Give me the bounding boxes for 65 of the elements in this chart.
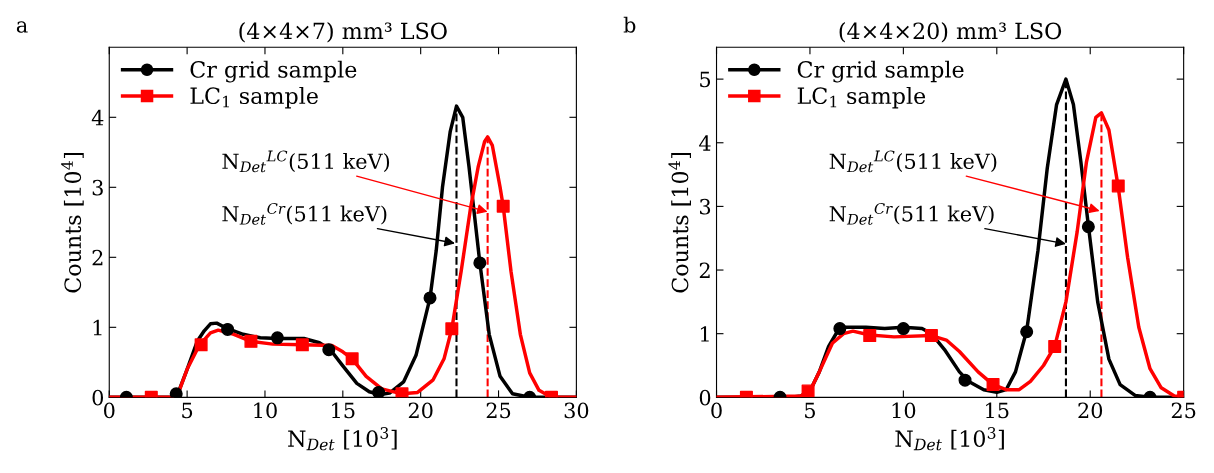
y-tick-label: 2 [699,262,710,278]
point [986,378,1000,392]
point [395,387,409,398]
x-tick-label: 0 [711,402,722,419]
legend-label: LC$_{1}$ sample [190,86,318,109]
point [801,384,815,398]
point [423,291,437,305]
point [896,322,910,336]
x-tick-label: 5 [182,402,193,419]
chart-title: (4×4×20) mm³ LSO [839,22,1062,43]
x-tick-label: 15 [986,402,1009,419]
point [270,331,284,345]
point [445,322,459,336]
y-tick-label: 1 [93,319,102,336]
x-tick-label: 25 [486,402,511,419]
point [1081,220,1095,234]
x-tick-label: 5 [805,402,815,419]
point [496,199,510,213]
x-tick-label: 10 [254,402,277,419]
point [833,322,847,336]
text: a [16,21,28,33]
y-tick-label: 4 [699,135,711,151]
point [244,334,258,348]
point [322,343,336,357]
x-tick-label: 30 [564,402,589,419]
x-tick-label: 20 [408,402,433,419]
legend-label: LC$_{1}$ sample [797,86,926,109]
point [1048,339,1062,353]
point [295,338,309,352]
y-tick-label: 3 [92,179,103,196]
y-tick-label: 4 [91,109,104,126]
legend-label: Cr grid sample [190,60,357,83]
y-tick-label: 5 [700,71,711,88]
x-tick-label: 10 [892,402,916,419]
annotation: N$_{Det}$$^{Cr}$(511 keV) [222,202,387,225]
point [345,352,359,366]
point [169,387,183,398]
y-tick-label: 3 [700,198,711,215]
y-tick-label: 0 [92,389,104,406]
point [473,256,487,270]
x-axis-title: N$_{Det}$ [10$^{3}$] [288,427,397,451]
x-tick-label: 25 [1171,402,1196,419]
y-tick-label: 0 [699,389,711,406]
x-tick-label: 0 [104,402,115,419]
text: b [623,16,636,33]
point [1111,179,1125,193]
annotation: N$_{Det}$$^{LC}$(511 keV) [829,150,997,173]
annotation: N$_{Det}$$^{Cr}$(511 keV) [829,202,994,225]
y-axis-title: Counts [10$^{4}$] [61,152,84,293]
x-axis-title: N$_{Det}$ [10$^{3}$] [895,427,1004,451]
point [372,385,386,398]
x-tick-label: 20 [1078,402,1103,419]
legend-label: Cr grid sample [797,60,964,83]
x-tick-label: 15 [332,402,355,419]
point [1020,325,1034,339]
point [958,373,972,387]
annotation: N$_{Det}$$^{LC}$(511 keV) [222,150,390,173]
y-tick-label: 2 [92,249,103,266]
point [221,322,235,336]
point [863,329,877,343]
y-axis-title: Counts [10$^{4}$] [668,152,691,293]
y-tick-label: 1 [700,326,709,342]
point [194,338,208,352]
point [924,329,938,343]
chart-title: (4×4×7) mm³ LSO [239,22,447,43]
